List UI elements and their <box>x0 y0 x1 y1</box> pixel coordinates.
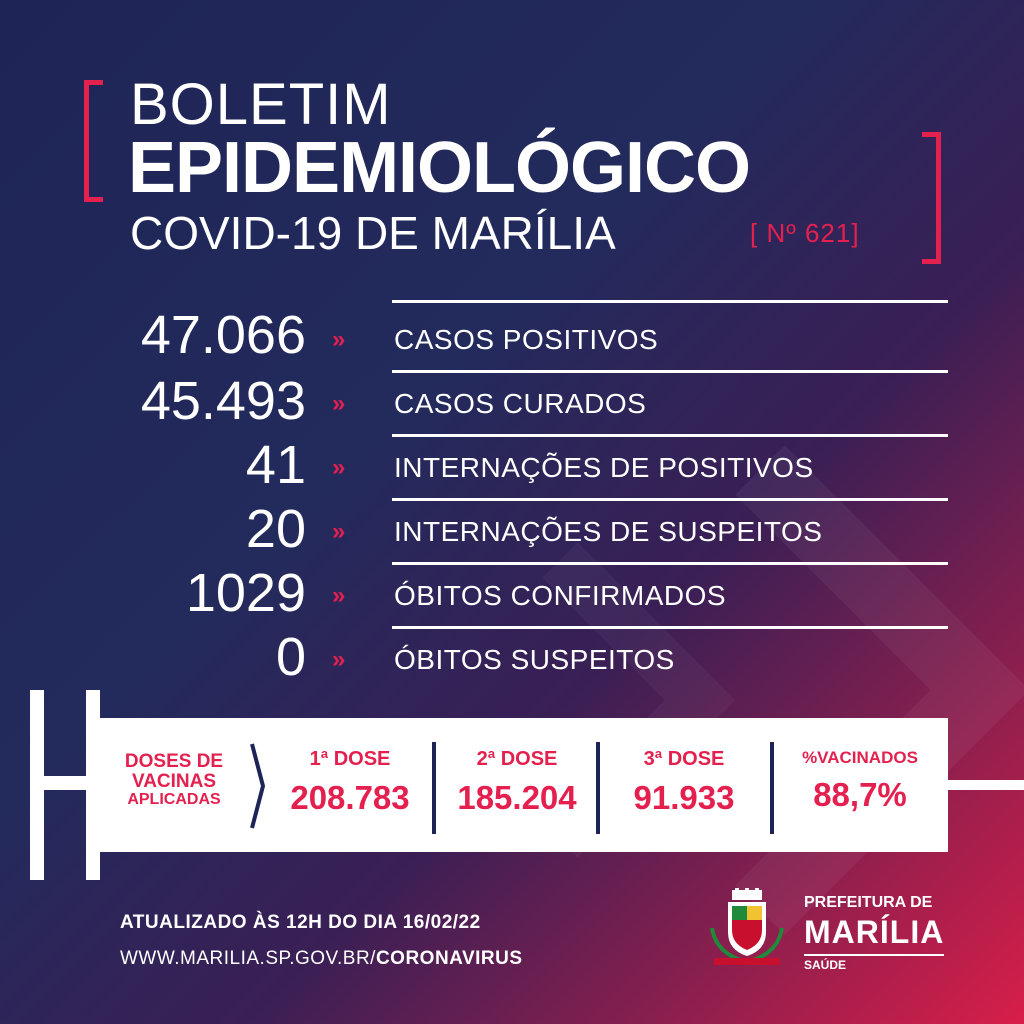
dose-3: 3ª DOSE 91.933 <box>604 748 764 817</box>
vaccination-caption-line: APLICADAS <box>127 790 221 808</box>
dose-label: 2ª DOSE <box>476 748 558 770</box>
double-chevron-icon: » <box>332 582 346 609</box>
stat-row-cured: 45.493 » CASOS CURADOS <box>0 370 1024 434</box>
stat-value: 45.493 <box>140 371 306 431</box>
title-left-bracket <box>84 80 103 202</box>
stat-value: 41 <box>245 435 306 495</box>
stat-label: ÓBITOS CONFIRMADOS <box>394 580 727 611</box>
chevron-right-icon <box>250 743 266 829</box>
logo-prefeitura-de: PREFEITURA DE <box>804 894 933 911</box>
title-boletim: BOLETIM <box>130 72 392 137</box>
title-epidemiologico: EPIDEMIOLÓGICO <box>128 128 751 208</box>
stat-row-deaths-suspected: 0 » ÓBITOS SUSPEITOS <box>0 626 1024 690</box>
stat-label: INTERNAÇÕES DE SUSPEITOS <box>394 516 823 547</box>
stat-row-positive: 47.066 » CASOS POSITIVOS <box>0 300 1024 364</box>
stat-divider <box>392 562 948 565</box>
title-right-bracket <box>922 132 941 264</box>
syringe-plunger-bar <box>30 690 44 880</box>
dose-label: 1ª DOSE <box>309 748 391 770</box>
double-chevron-icon: » <box>332 646 346 673</box>
double-chevron-icon: » <box>332 390 346 417</box>
stat-label: INTERNAÇÕES DE POSITIVOS <box>394 452 814 483</box>
double-chevron-icon: » <box>332 326 346 353</box>
stat-row-hospitalized-suspected: 20 » INTERNAÇÕES DE SUSPEITOS <box>0 498 1024 562</box>
stat-label: CASOS CURADOS <box>394 388 647 419</box>
vaccination-caption-line: DOSES DE <box>124 751 224 772</box>
dose-2: 2ª DOSE 185.204 <box>440 748 594 817</box>
stat-value: 20 <box>245 499 306 559</box>
dose-separator <box>770 742 774 834</box>
syringe-finger-grip <box>86 690 100 880</box>
website-link[interactable]: WWW.MARILIA.SP.GOV.BR/CORONAVIRUS <box>120 948 523 970</box>
dose-value: 185.204 <box>457 779 577 816</box>
stat-divider <box>392 300 948 303</box>
updated-timestamp: ATUALIZADO ÀS 12H DO DIA 16/02/22 <box>120 912 481 933</box>
bulletin-number: [ Nº 621] <box>750 218 860 248</box>
dose-value: 88,7% <box>813 776 907 813</box>
prefeitura-logo: PREFEITURA DE MARÍLIA SAÚDE <box>804 894 944 972</box>
dose-value: 208.783 <box>290 779 410 816</box>
syringe-needle <box>948 780 1024 790</box>
stat-row-deaths-confirmed: 1029 » ÓBITOS CONFIRMADOS <box>0 562 1024 626</box>
dose-separator <box>596 742 600 834</box>
title-covid-marilia: COVID-19 DE MARÍLIA <box>130 207 616 259</box>
stat-label: CASOS POSITIVOS <box>394 324 659 355</box>
stat-divider <box>392 626 948 629</box>
vaccination-caption: DOSES DE VACINAS APLICADAS <box>110 752 238 809</box>
dose-value: 91.933 <box>633 779 735 816</box>
stat-label: ÓBITOS SUSPEITOS <box>394 644 675 675</box>
dose-separator <box>432 742 436 834</box>
percent-vaccinated: %VACINADOS 88,7% <box>780 748 940 814</box>
stat-divider <box>392 498 948 501</box>
stat-row-hospitalized-positive: 41 » INTERNAÇÕES DE POSITIVOS <box>0 434 1024 498</box>
dose-label: 3ª DOSE <box>643 748 725 770</box>
website-url-suffix: CORONAVIRUS <box>375 948 523 969</box>
logo-marilia: MARÍLIA <box>804 914 945 950</box>
stat-divider <box>392 434 948 437</box>
stat-value: 47.066 <box>140 305 306 365</box>
double-chevron-icon: » <box>332 518 346 545</box>
vaccination-panel: DOSES DE VACINAS APLICADAS 1ª DOSE 208.7… <box>100 718 948 852</box>
dose-label: %VACINADOS <box>802 748 918 767</box>
double-chevron-icon: » <box>332 454 346 481</box>
stat-divider <box>392 370 948 373</box>
city-crest-icon <box>710 888 784 965</box>
vaccination-caption-line: VACINAS <box>131 770 217 792</box>
website-url-prefix: WWW.MARILIA.SP.GOV.BR/ <box>120 948 376 969</box>
dose-1: 1ª DOSE 208.783 <box>270 748 430 817</box>
stat-value: 1029 <box>185 563 306 623</box>
stat-value: 0 <box>275 627 306 687</box>
logo-saude: SAÚDE <box>804 954 944 972</box>
